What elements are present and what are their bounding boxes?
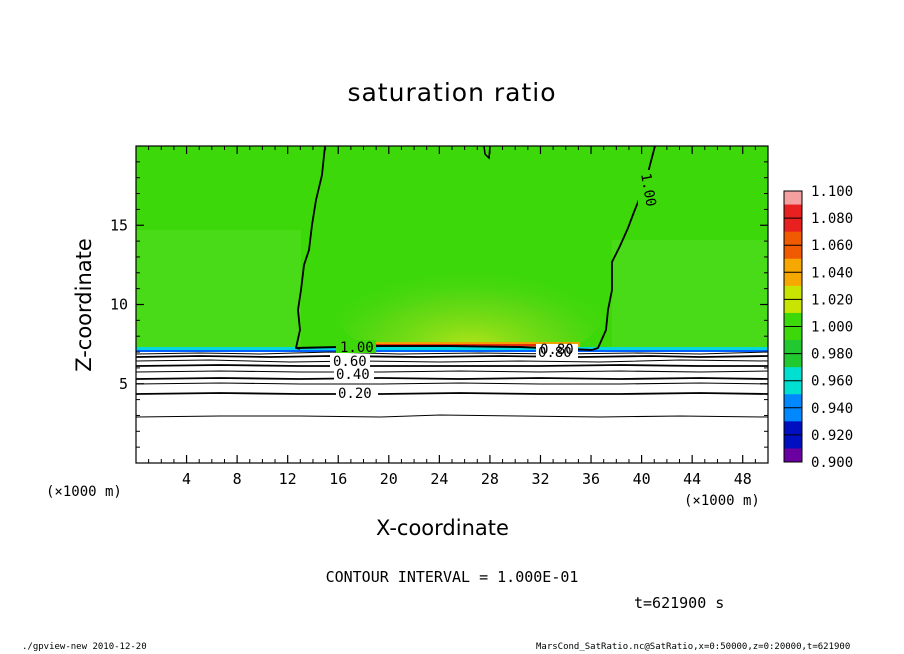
contour-1-00-base xyxy=(295,345,593,351)
colorbar-swatch xyxy=(784,407,802,422)
colorbar-label: 0.940 xyxy=(811,401,853,417)
x-axis: 4 8 12 16 20 24 28 32 36 40 44 48 xyxy=(148,146,756,488)
contour-interval: CONTOUR INTERVAL = 1.000E-01 xyxy=(325,568,579,586)
contour-label: 0.40 xyxy=(336,367,370,383)
contour-label: 0.60 xyxy=(333,354,367,370)
contour-0-50 xyxy=(136,370,768,373)
x-tick-label: 8 xyxy=(233,470,242,488)
colorbar-label: 0.980 xyxy=(811,347,853,363)
colorbar-label: 0.960 xyxy=(811,374,853,390)
colorbar-swatch xyxy=(784,367,802,382)
x-tick-label: 16 xyxy=(329,470,347,488)
colorbar: 1.100 1.080 1.060 1.040 1.020 1.000 0.980 0.960… xyxy=(783,184,853,471)
colorbar-label: 0.900 xyxy=(811,455,853,471)
colorbar-label: 1.080 xyxy=(811,211,853,227)
colorbar-swatch xyxy=(784,204,802,219)
contour-label: 0.80 xyxy=(538,345,572,361)
colorbar-swatch xyxy=(784,285,802,300)
colorbar-label: 1.060 xyxy=(811,238,853,254)
x-tick-label: 20 xyxy=(380,470,398,488)
upper-band-shading-right xyxy=(612,240,768,350)
heatmap-field: 1.00 1.00 0.80 0.80 0.60 0.40 0.20 xyxy=(136,146,768,463)
colorbar-swatch xyxy=(784,353,802,368)
x-axis-unit-left: (×1000 m) xyxy=(46,484,122,500)
contour-label: 0.20 xyxy=(338,386,372,402)
colorbar-swatch xyxy=(784,326,802,341)
blue-transition xyxy=(136,350,768,352)
x-tick-label: 36 xyxy=(582,470,600,488)
y-tick-label: 10 xyxy=(110,296,128,314)
colorbar-swatch xyxy=(784,340,802,355)
x-tick-label: 28 xyxy=(481,470,499,488)
footer-right: MarsCond_SatRatio.nc@SatRatio,x=0:50000,… xyxy=(536,642,851,652)
contour-label: 1.00 xyxy=(340,340,374,356)
y-tick-label: 5 xyxy=(119,375,128,393)
colorbar-swatch xyxy=(784,380,802,395)
x-tick-label: 44 xyxy=(683,470,701,488)
colorbar-swatch xyxy=(784,245,802,260)
colorbar-label: 1.020 xyxy=(811,292,853,308)
x-tick-label: 40 xyxy=(633,470,651,488)
colorbar-swatch xyxy=(784,421,802,436)
contour-0-10 xyxy=(136,414,768,418)
subsaturated-region xyxy=(136,352,768,463)
x-axis-unit-right: (×1000 m) xyxy=(684,493,760,509)
contour-1-00-left xyxy=(294,146,326,350)
colorbar-swatch xyxy=(784,299,802,314)
contour-0-90 xyxy=(136,351,768,355)
contour-label: 1.00 xyxy=(637,172,659,208)
upper-band-shading xyxy=(136,230,301,350)
colorbar-swatch xyxy=(784,394,802,409)
colorbar-swatch xyxy=(784,312,802,327)
x-tick-label: 4 xyxy=(182,470,191,488)
contour-0-30 xyxy=(136,382,768,385)
colorbar-label: 1.040 xyxy=(811,265,853,281)
colorbar-swatch xyxy=(784,272,802,287)
time-stamp: t=621900 s xyxy=(634,594,725,612)
colorbar-swatch xyxy=(784,258,802,273)
contour-0-40 xyxy=(136,377,768,380)
y-axis: 5 10 15 xyxy=(110,161,768,448)
x-tick-label: 48 xyxy=(734,470,752,488)
x-tick-label: 12 xyxy=(279,470,297,488)
colorbar-swatch xyxy=(784,434,802,449)
contour-0-80 xyxy=(136,355,768,358)
colorbar-label: 0.920 xyxy=(811,428,853,444)
cyan-transition xyxy=(136,347,768,350)
colorbar-label: 1.000 xyxy=(811,320,853,336)
contour-0-60 xyxy=(136,364,768,367)
peak-band-red xyxy=(370,344,550,346)
colorbar-label: 1.100 xyxy=(811,184,853,200)
x-tick-label: 24 xyxy=(430,470,448,488)
colorbar-swatch xyxy=(784,448,802,463)
contour-0-20 xyxy=(136,392,768,395)
central-maximum-glow xyxy=(330,230,610,370)
footer-left: ./gpview-new 2010-12-20 xyxy=(22,642,147,652)
y-axis-label: Z-coordinate xyxy=(72,238,96,372)
x-axis-label: X-coordinate xyxy=(376,516,509,540)
contour-0-70 xyxy=(136,359,768,363)
x-tick-label: 32 xyxy=(531,470,549,488)
colorbar-swatch xyxy=(784,191,802,206)
colorbar-swatch xyxy=(784,218,802,233)
colorbar-swatch xyxy=(784,231,802,246)
chart-title: saturation ratio xyxy=(347,78,557,107)
contour-label: 0.80 xyxy=(540,342,574,358)
y-tick-label: 15 xyxy=(110,216,128,234)
